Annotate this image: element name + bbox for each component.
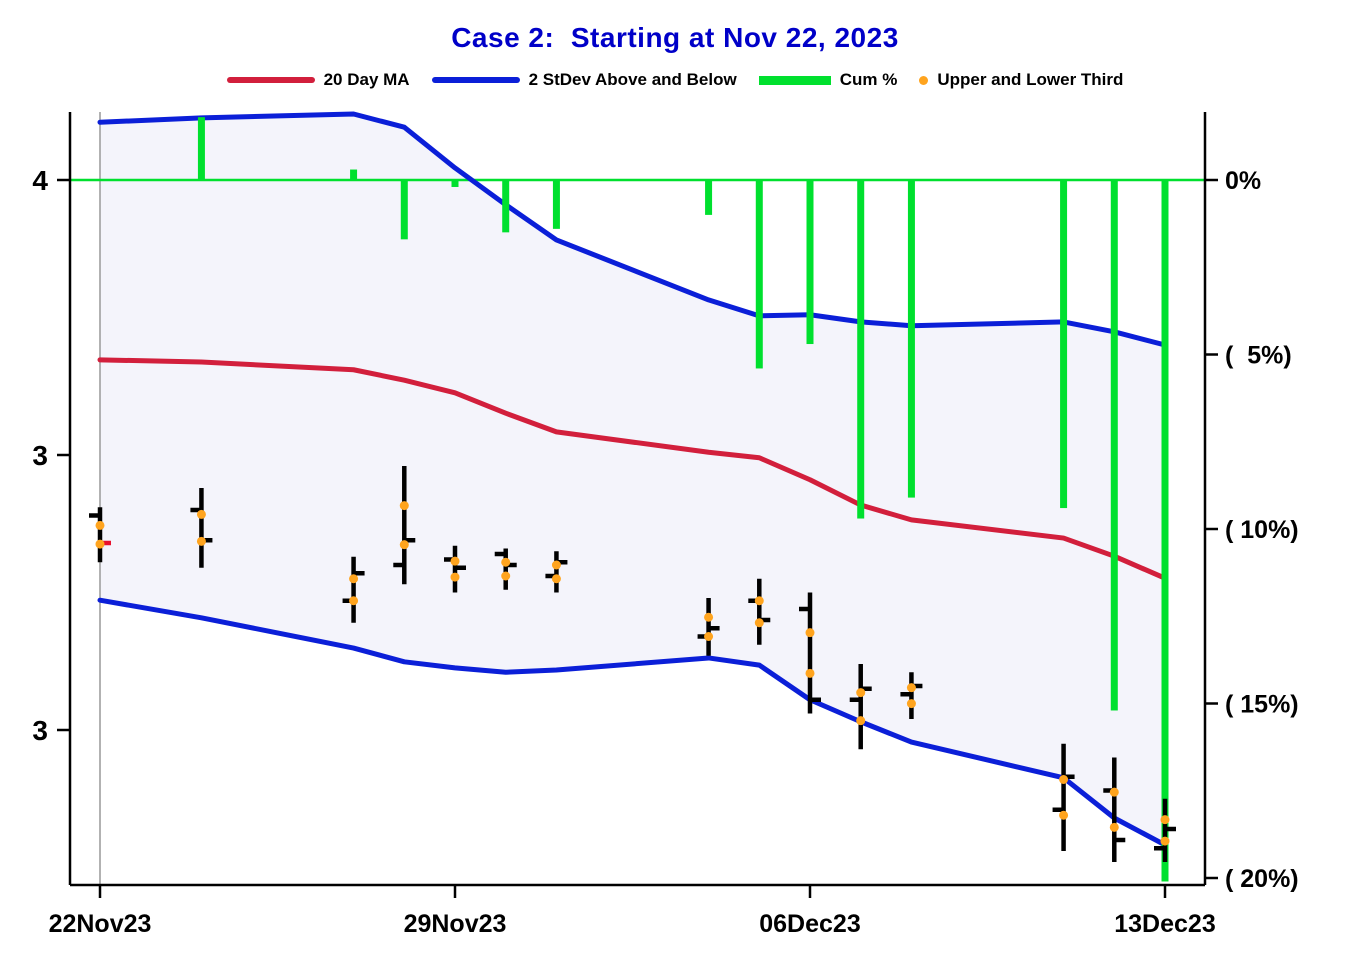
legend-label-20-day-ma: 20 Day MA [323, 70, 410, 89]
lower-third-dot [1160, 836, 1170, 846]
stdev-band-fill [100, 114, 1165, 845]
x-tick-label: 06Dec23 [759, 910, 860, 938]
y-right-tick-label: ( 10%) [1225, 516, 1299, 544]
upper-third-dot [349, 574, 359, 584]
cum-pct-bar [705, 180, 713, 215]
legend: 20 Day MA 2 StDev Above and Below Cum % … [0, 70, 1350, 90]
lower-third-dot [501, 571, 511, 581]
upper-third-dot [501, 557, 511, 567]
y-left-tick-label: 4 [32, 165, 48, 196]
lower-third-dot [906, 699, 916, 709]
cum-pct-bar [552, 180, 560, 229]
upper-third-dot [856, 688, 866, 698]
stdev-line-swatch-icon [431, 77, 520, 83]
thirds-dot-swatch-icon [919, 75, 929, 85]
cum-pct-bar [857, 180, 865, 519]
chart-title: Case 2: Starting at Nov 22, 2023 [451, 22, 899, 53]
lower-third-dot [551, 574, 561, 584]
upper-stdev-line [97, 111, 1168, 348]
cum-pct-bar [451, 180, 459, 187]
cum-pct-bar [755, 180, 763, 369]
upper-third-dot [1160, 815, 1170, 825]
cum-pct-bar [350, 169, 358, 180]
lower-third-dot [805, 668, 815, 678]
y-left-tick-label: 3 [32, 715, 48, 746]
upper-third-dot [399, 501, 409, 511]
legend-item-20-day-ma: 20 Day MA [226, 70, 410, 90]
cum-pct-bar [806, 180, 814, 345]
lower-third-dot [399, 540, 409, 550]
cum-pct-bar [1060, 180, 1068, 509]
cum-pct-bar [400, 180, 408, 240]
upper-third-dot [805, 628, 815, 638]
cum-pct-bar [1161, 180, 1169, 882]
cum-pct-swatch-icon [758, 75, 831, 85]
lower-third-dot [1059, 810, 1069, 820]
lower-stdev-line [97, 597, 1168, 848]
upper-third-dot [704, 612, 714, 622]
upper-third-dot [1109, 787, 1119, 797]
x-tick-label: 22Nov23 [49, 910, 152, 938]
upper-third-dot [551, 560, 561, 570]
upper-third-dot [906, 683, 916, 693]
legend-item-thirds: Upper and Lower Third [919, 70, 1123, 90]
ma-line-swatch-icon [226, 77, 315, 83]
cum-pct-bar [1110, 180, 1118, 711]
upper-third-dot [450, 556, 460, 566]
x-tick-label: 29Nov23 [404, 910, 507, 938]
upper-third-dot [196, 509, 206, 519]
ma20-line [97, 357, 1168, 581]
lower-third-dot [450, 572, 460, 582]
y-left-tick-label: 3 [32, 440, 48, 471]
y-right-tick-label: ( 15%) [1225, 691, 1299, 719]
upper-third-dot [95, 520, 105, 530]
upper-third-dot [1059, 775, 1069, 784]
lower-third-dot [349, 596, 359, 606]
legend-item-stdev-band: 2 StDev Above and Below [431, 70, 737, 90]
lower-third-dot [1109, 822, 1119, 832]
lower-third-dot [704, 632, 714, 641]
cum-pct-bar [907, 180, 915, 498]
y-right-tick-label: ( 20%) [1225, 865, 1299, 893]
cum-pct-bar [502, 180, 510, 233]
legend-item-cum-pct: Cum % [758, 70, 898, 90]
x-tick-label: 13Dec23 [1114, 910, 1215, 938]
y-right-tick-label: ( 5%) [1225, 342, 1292, 370]
lower-third-dot [196, 536, 206, 546]
legend-label-thirds: Upper and Lower Third [937, 70, 1124, 89]
lower-third-dot [754, 618, 764, 628]
legend-label-stdev-band: 2 StDev Above and Below [528, 70, 737, 89]
lower-third-dot [95, 539, 105, 549]
lower-third-dot [856, 716, 866, 726]
upper-third-dot [754, 596, 764, 606]
y-right-tick-label: 0% [1225, 167, 1261, 195]
cum-pct-bar [197, 117, 205, 180]
legend-label-cum-pct: Cum % [839, 70, 898, 89]
